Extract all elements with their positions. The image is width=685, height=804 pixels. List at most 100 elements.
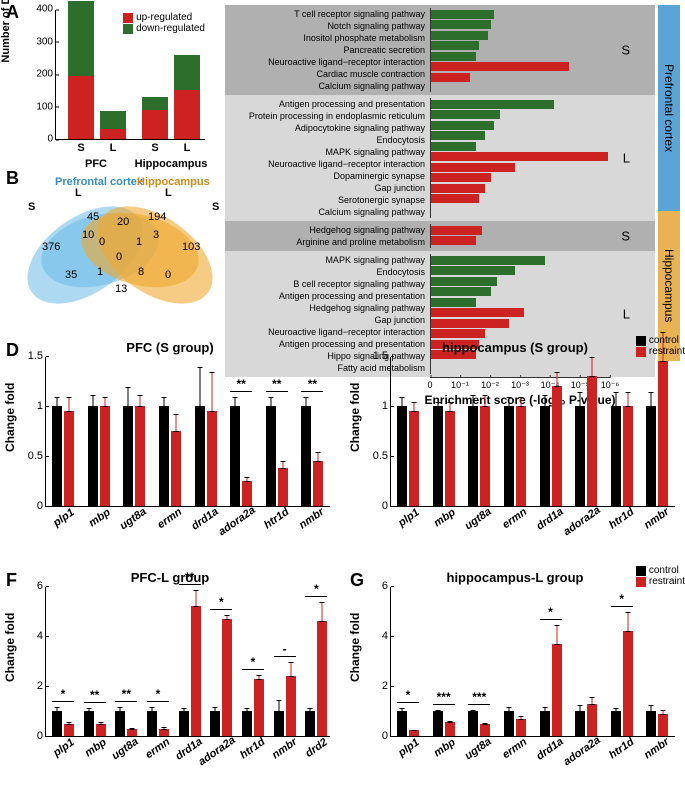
gene-label: nmbr <box>642 506 671 532</box>
panel-a-y-label: Number of DEGs <box>0 0 12 62</box>
pathway-name: Neuroactive ligand−receptor interaction <box>225 56 425 68</box>
svg-text:1: 1 <box>97 266 103 278</box>
enrichment-bar <box>431 329 485 338</box>
significance: ** <box>90 688 99 702</box>
gene-label: ermn <box>143 736 172 761</box>
gene-label: plp1 <box>396 736 421 759</box>
y-tick: 6 <box>37 580 46 592</box>
y-tick: 2 <box>37 680 46 692</box>
significance: * <box>314 582 319 596</box>
enrichment-bar <box>431 308 524 317</box>
pathway-name: Cardiac muscle contraction <box>225 68 425 80</box>
pathway-name: Adipocytokine signaling pathway <box>225 122 425 134</box>
pathway-name: Dopaminergic synapse <box>225 170 425 182</box>
enrichment-bar <box>431 236 476 245</box>
pathway-name: Arginine and proline metabolism <box>225 236 425 248</box>
gene-label: nmbr <box>642 736 671 762</box>
svg-text:S: S <box>28 201 35 213</box>
pathway-name: Antigen processing and presentation <box>225 98 425 110</box>
enrichment-bar <box>431 100 554 109</box>
enrichment-bar <box>431 256 545 265</box>
pathway-name: Notch signaling pathway <box>225 20 425 32</box>
svg-text:45: 45 <box>87 211 99 223</box>
significance: * <box>61 687 66 701</box>
enrichment-bar <box>431 52 476 61</box>
enrichment-bar <box>431 10 494 19</box>
gene-label: mbp <box>431 736 457 759</box>
pathway-name: Hedgehog signaling pathway <box>225 224 425 236</box>
y-tick: 1 <box>37 400 46 412</box>
qpcr-title: PFC (S group) <box>5 340 335 355</box>
y-label: Change fold <box>3 383 17 452</box>
pathway-name: Hedgehog signaling pathway <box>225 302 425 314</box>
panel-b-venn: Prefrontal cortex Hippocampus S L L S 37… <box>0 170 225 320</box>
gene-label: drd2 <box>304 736 330 760</box>
svg-text:L: L <box>75 187 82 199</box>
gene-label: adora2a <box>197 734 238 768</box>
pathway-name: Inositol phosphate metabolism <box>225 32 425 44</box>
pathway-name: B cell receptor signaling pathway <box>225 278 425 290</box>
gene-label: adora2a <box>216 504 257 538</box>
gene-label: plp1 <box>396 506 421 529</box>
tissue-pfc: Prefrontal cortex <box>658 5 680 211</box>
svg-text:376: 376 <box>42 241 60 253</box>
qpcr-title: PFC-L group <box>5 570 335 585</box>
pathway-name: Endocytosis <box>225 266 425 278</box>
y-tick: 6 <box>382 580 391 592</box>
y-tick: 0.5 <box>373 450 391 462</box>
significance: * <box>156 687 161 701</box>
gene-label: nmbr <box>270 736 299 762</box>
gene-label: adora2a <box>561 504 602 538</box>
gene-label: mbp <box>86 506 112 529</box>
pathway-name: Serotonergic synapse <box>225 194 425 206</box>
enrichment-bar <box>431 73 470 82</box>
enrichment-bar <box>431 184 485 193</box>
legend-up: up-regulated <box>136 12 192 23</box>
svg-text:1: 1 <box>136 236 142 248</box>
gene-label: mbp <box>431 506 457 529</box>
qpcr-legend: control restraint <box>636 565 685 587</box>
pathway-name: Neuroactive ligand−receptor interaction <box>225 326 425 338</box>
y-label: Change fold <box>3 613 17 682</box>
pathway-name: Protein processing in endoplasmic reticu… <box>225 110 425 122</box>
pathway-name: Gap junction <box>225 182 425 194</box>
venn-hippo-label: Hippocampus <box>137 176 210 188</box>
significance: ** <box>236 377 245 391</box>
group-label: S <box>621 229 630 244</box>
gene-label: adora2a <box>561 734 602 768</box>
svg-text:L: L <box>165 187 172 199</box>
enrichment-bar <box>431 319 509 328</box>
panel-c-enrichment: T cell receptor signaling pathwayNotch s… <box>225 5 680 330</box>
panel-a-stacked-bar: Number of DEGs up-regulated down-regulat… <box>10 5 210 160</box>
pathway-name: Pancreatic secretion <box>225 44 425 56</box>
svg-text:194: 194 <box>148 211 166 223</box>
significance: * <box>406 688 411 702</box>
gene-label: htr1d <box>607 736 636 762</box>
enrichment-bar <box>431 194 479 203</box>
svg-text:35: 35 <box>65 269 77 281</box>
gene-label: plp1 <box>51 506 76 529</box>
pathway-name: Gap junction <box>225 314 425 326</box>
gene-label: ermn <box>155 506 184 531</box>
significance: ** <box>272 377 281 391</box>
qpcr-title: hippocampus (S group) <box>350 340 680 355</box>
venn-pfc-label: Prefrontal cortex <box>55 176 144 188</box>
y-tick: 1.5 <box>373 350 391 362</box>
qpcr-title: hippocampus-L group <box>350 570 680 585</box>
enrichment-bar <box>431 287 491 296</box>
y-tick: 0 <box>37 500 46 512</box>
significance: * <box>219 595 224 609</box>
group-label: L <box>623 151 630 166</box>
y-tick: 0 <box>382 730 391 742</box>
gene-label: ugt8a <box>463 506 494 533</box>
gene-label: ugt8a <box>118 506 149 533</box>
svg-text:13: 13 <box>115 283 127 295</box>
gene-label: ermn <box>500 506 529 531</box>
group-label: S <box>621 43 630 58</box>
y-tick: 4 <box>382 630 391 642</box>
group-label: L <box>623 307 630 322</box>
significance: *** <box>472 690 486 704</box>
pathway-name: Antigen processing and presentation <box>225 290 425 302</box>
y-tick: 2 <box>382 680 391 692</box>
panel-a-legend: up-regulated down-regulated <box>123 12 205 34</box>
